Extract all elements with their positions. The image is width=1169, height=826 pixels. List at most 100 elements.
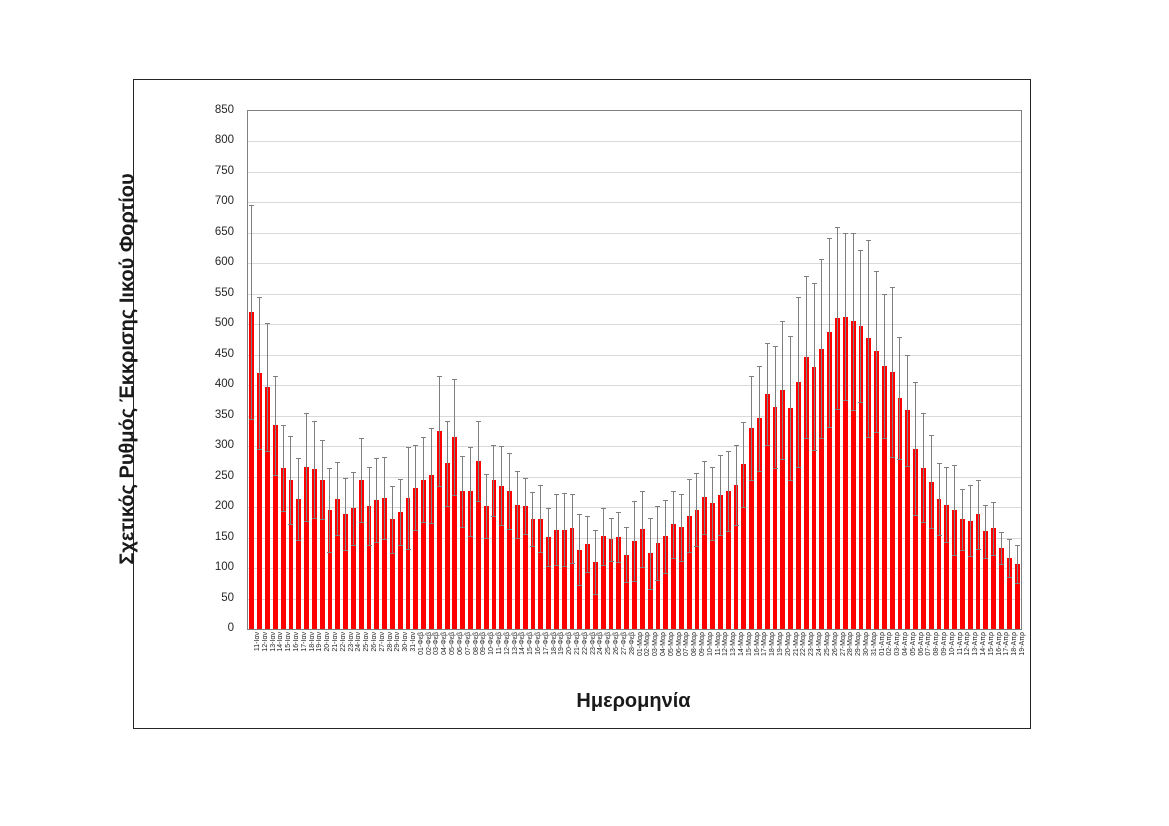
plot-area <box>247 110 1022 630</box>
error-bar-cap <box>538 552 544 554</box>
error-bar-cap <box>444 505 450 507</box>
error-bar-cap <box>936 534 942 536</box>
bar <box>436 430 442 629</box>
x-tick-label: 02-Απρ <box>886 632 894 656</box>
x-tick-label: 01-Φεβ <box>417 632 425 655</box>
x-tick-label: 23-Μαρ <box>808 632 816 656</box>
error-bar <box>844 233 846 401</box>
bar <box>889 371 895 629</box>
bar <box>514 504 520 629</box>
error-bar-cap <box>975 480 981 482</box>
x-tick-label: 03-Φεβ <box>433 632 441 655</box>
bar <box>819 348 825 629</box>
error-bar-cap <box>389 485 395 487</box>
y-tick-label: 550 <box>214 286 234 299</box>
x-tick-label: 19-Φεβ <box>558 632 566 655</box>
error-bar-cap <box>928 527 934 529</box>
error-bar <box>579 514 581 586</box>
error-bar-cap <box>460 526 466 528</box>
bar <box>827 332 833 629</box>
error-bar-cap <box>928 435 934 437</box>
error-bar-cap <box>546 566 552 568</box>
error-bar-cap <box>374 542 380 544</box>
gridline <box>248 385 1021 387</box>
error-bar <box>618 511 620 562</box>
x-tick-label: 18-Ιαν <box>308 632 316 652</box>
x-tick-label: 10-Φεβ <box>488 632 496 655</box>
error-bar-cap <box>874 431 880 433</box>
bar <box>444 463 450 629</box>
error-bar-cap <box>819 259 825 261</box>
error-bar <box>782 321 784 459</box>
bar <box>530 518 536 629</box>
x-tick-label: 12-Μαρ <box>722 632 730 656</box>
error-bar-cap <box>998 563 1004 565</box>
x-tick-label: 19-Μαρ <box>777 632 785 656</box>
error-bar-cap <box>405 447 411 449</box>
error-bar-cap <box>452 494 458 496</box>
error-bar <box>891 287 893 457</box>
error-bar-cap <box>647 518 653 520</box>
error-bar-cap <box>1006 576 1012 578</box>
bar <box>366 505 372 629</box>
error-bar-cap <box>920 521 926 523</box>
error-bar-cap <box>475 420 481 422</box>
error-bar-cap <box>717 454 723 456</box>
bar <box>429 475 434 629</box>
error-bar-cap <box>428 427 434 429</box>
error-bar-cap <box>710 466 716 468</box>
error-bar <box>680 493 682 561</box>
bar <box>874 351 879 629</box>
error-bar-cap <box>397 544 403 546</box>
x-tick-label: 04-Φεβ <box>441 632 449 655</box>
error-bar <box>594 529 596 595</box>
error-bar <box>946 466 948 543</box>
x-tick-label: 13-Ιαν <box>269 632 277 652</box>
error-bar <box>571 494 573 563</box>
y-tick-label: 100 <box>214 561 234 574</box>
error-bar <box>321 440 323 520</box>
y-tick-label: 700 <box>214 195 234 208</box>
x-tick-label: 12-Φεβ <box>503 632 511 655</box>
error-bar-cap <box>257 449 263 451</box>
error-bar-cap <box>663 572 669 574</box>
x-tick-label: 08-Μαρ <box>691 632 699 656</box>
error-bar-cap <box>944 542 950 544</box>
x-tick-label: 09-Απρ <box>941 632 948 656</box>
error-bar-cap <box>413 530 419 532</box>
error-bar-cap <box>468 535 474 537</box>
y-tick-label: 300 <box>214 439 234 452</box>
error-bar-cap <box>577 585 583 587</box>
x-tick-label: 13-Μαρ <box>730 632 738 656</box>
error-bar-cap <box>483 474 489 476</box>
bar <box>678 527 684 629</box>
x-tick-label: 01-Απρ <box>878 632 886 656</box>
error-bar-cap <box>499 446 505 448</box>
error-bar <box>719 454 721 536</box>
error-bar-cap <box>788 479 794 481</box>
gridline <box>248 415 1021 417</box>
error-bar <box>751 376 753 480</box>
error-bar <box>509 453 511 530</box>
error-bar <box>985 505 987 558</box>
bar <box>507 491 512 629</box>
error-bar <box>712 466 714 541</box>
bar <box>468 491 473 629</box>
bar <box>803 356 809 629</box>
bar <box>983 531 989 629</box>
bar <box>413 487 419 629</box>
error-bar-cap <box>483 537 489 539</box>
error-bar <box>634 501 635 582</box>
error-bar-cap <box>780 458 786 460</box>
x-tick-label: 02-Φεβ <box>425 632 433 655</box>
error-bar-cap <box>405 548 411 550</box>
error-bar-cap <box>585 572 591 574</box>
bar <box>624 554 630 629</box>
error-bar-cap <box>733 525 739 527</box>
error-bar <box>626 527 628 583</box>
bar <box>944 504 950 629</box>
x-tick-label: 18-Μαρ <box>769 632 777 656</box>
bar <box>757 418 762 629</box>
error-bar-cap <box>811 450 817 452</box>
